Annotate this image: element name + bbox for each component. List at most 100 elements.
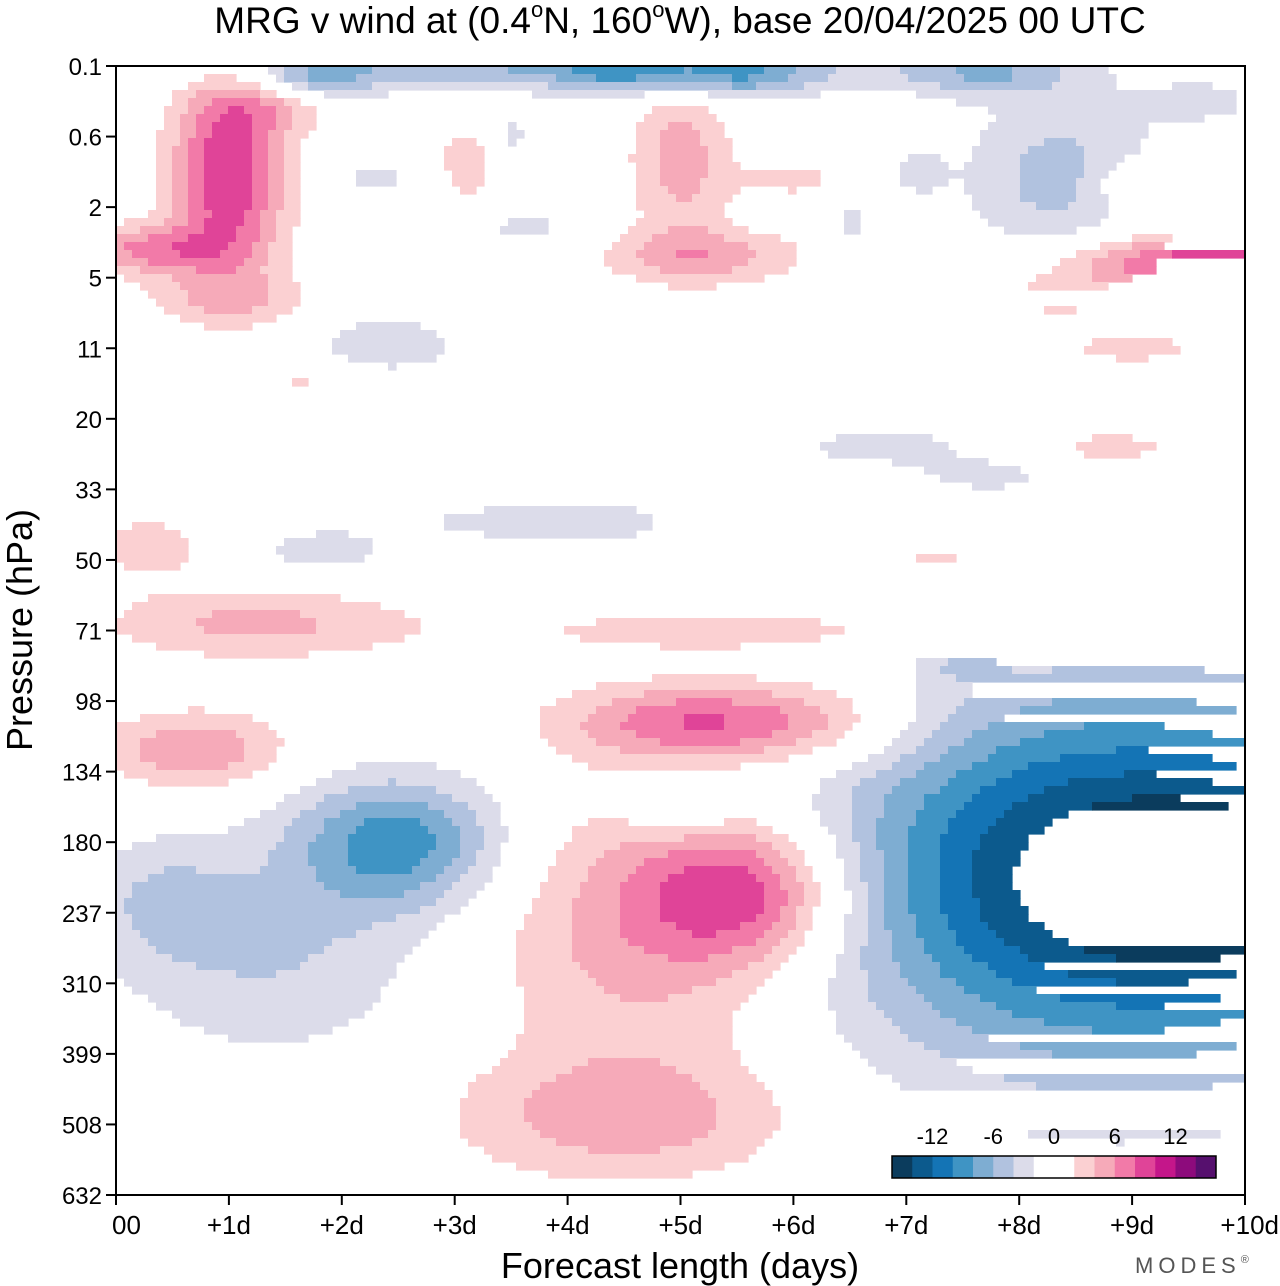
contour-cell (180, 314, 277, 323)
contour-cell (732, 970, 773, 979)
contour-cell (452, 794, 493, 803)
y-tick-label: 50 (75, 548, 102, 575)
contour-cell (1116, 978, 1189, 987)
contour-cell (564, 842, 621, 851)
colorbar-tick-label: 12 (1163, 1124, 1187, 1149)
contour-cell (956, 930, 997, 939)
contour-cell (748, 866, 773, 875)
contour-cell (876, 834, 909, 843)
contour-cell (532, 1122, 717, 1131)
contour-cell (708, 162, 741, 171)
contour-cell (1132, 242, 1165, 251)
contour-cell (1084, 162, 1117, 171)
contour-cell (556, 746, 621, 755)
contour-cell (964, 802, 1013, 811)
contour-cell (988, 106, 1237, 115)
contour-cell (1076, 186, 1101, 195)
contour-cell (908, 834, 941, 843)
contour-cell (764, 930, 789, 939)
contour-cell (540, 1082, 701, 1091)
contour-cell (228, 762, 269, 771)
contour-cell (468, 1090, 533, 1099)
contour-cell (260, 90, 277, 99)
contour-cell (852, 810, 885, 819)
contour-cell (892, 738, 925, 747)
contour-cell (1028, 282, 1109, 291)
contour-cell (732, 266, 789, 275)
colorbar-swatch (1135, 1156, 1156, 1178)
contour-cell (644, 242, 749, 251)
contour-cell (444, 514, 653, 523)
contour-cell (620, 994, 669, 1003)
contour-cell (780, 850, 805, 859)
contour-cell (980, 906, 1029, 915)
contour-cell (156, 146, 173, 155)
contour-cell (676, 194, 693, 203)
contour-cell (1092, 338, 1173, 347)
contour-cell (468, 866, 493, 875)
contour-cell (308, 850, 349, 859)
contour-cell (828, 994, 869, 1003)
contour-cell (684, 834, 757, 843)
contour-cell (1028, 794, 1133, 803)
contour-field (116, 66, 1245, 1179)
contour-cell (980, 842, 1029, 851)
contour-cell (260, 210, 277, 219)
contour-cell (572, 930, 621, 939)
contour-cell (516, 962, 581, 971)
contour-cell (172, 146, 189, 155)
contour-cell (1084, 170, 1109, 179)
contour-cell (956, 674, 1245, 683)
contour-cell (596, 706, 637, 715)
contour-cell (972, 794, 1029, 803)
contour-cell (612, 266, 661, 275)
contour-cell (660, 642, 741, 651)
contour-cell (724, 714, 789, 723)
contour-cell (940, 970, 997, 979)
contour-cell (268, 130, 285, 139)
contour-cell (204, 202, 253, 211)
contour-cell (300, 786, 349, 795)
contour-cell (636, 218, 733, 227)
contour-cell (868, 994, 925, 1003)
contour-cell (284, 178, 301, 187)
contour-cell (588, 730, 637, 739)
contour-cell (548, 1170, 693, 1179)
contour-cell (748, 962, 781, 971)
contour-cell (948, 778, 997, 787)
contour-cell (916, 682, 973, 691)
contour-cell (116, 618, 197, 627)
contour-cell (372, 66, 509, 75)
contour-cell (268, 146, 285, 155)
contour-cell (772, 842, 797, 851)
contour-cell (844, 882, 869, 891)
contour-cell (580, 882, 621, 891)
colorbar-swatch (973, 1156, 994, 1178)
contour-cell (1092, 266, 1125, 275)
contour-cell (516, 1042, 733, 1051)
contour-cell (940, 834, 981, 843)
contour-cell (468, 1138, 557, 1147)
contour-cell (812, 794, 853, 803)
y-tick-label: 134 (62, 760, 102, 787)
contour-cell (596, 978, 717, 987)
contour-cell (524, 1026, 733, 1035)
contour-cell (940, 858, 973, 867)
contour-cell (692, 66, 765, 75)
contour-cell (916, 698, 965, 707)
contour-cell (836, 1010, 885, 1019)
contour-cell (268, 162, 285, 171)
contour-cell (780, 938, 805, 947)
contour-cell (188, 186, 205, 195)
contour-cell (196, 130, 213, 139)
contour-cell (844, 218, 861, 227)
contour-cell (508, 138, 517, 147)
contour-cell (1012, 74, 1061, 83)
contour-cell (284, 154, 301, 163)
contour-cell (860, 1050, 941, 1059)
contour-cell (916, 770, 957, 779)
contour-cell (444, 154, 485, 163)
contour-cell (164, 122, 181, 131)
contour-cell (244, 210, 261, 219)
contour-cell (348, 850, 429, 859)
